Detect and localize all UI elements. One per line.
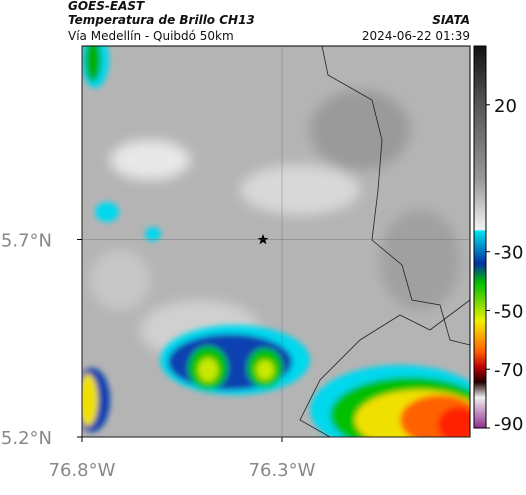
x-tick-label: 76.8°W [49,460,116,481]
imagery [82,46,470,437]
colorbar-tick-label: -90 [494,414,523,435]
satellite: GOES-EAST [68,0,145,13]
route: Vía Medellín - Quibdó 50km [68,29,234,43]
colorbar-tick-label: -30 [494,243,523,264]
product: Temperatura de Brillo CH13 [68,13,255,27]
x-tick-label: 76.3°W [249,460,316,481]
source: SIATA [432,13,470,27]
colorbar-tick-label: -70 [494,360,523,381]
y-tick-label: 5.2°N [1,428,52,449]
y-tick-label: 5.7°N [1,231,52,252]
colorbar [473,45,487,429]
colorbar-tick-label: 20 [494,96,517,117]
datetime: 2024-06-22 01:39 [362,29,470,43]
colorbar-tick-label: -50 [494,301,523,322]
